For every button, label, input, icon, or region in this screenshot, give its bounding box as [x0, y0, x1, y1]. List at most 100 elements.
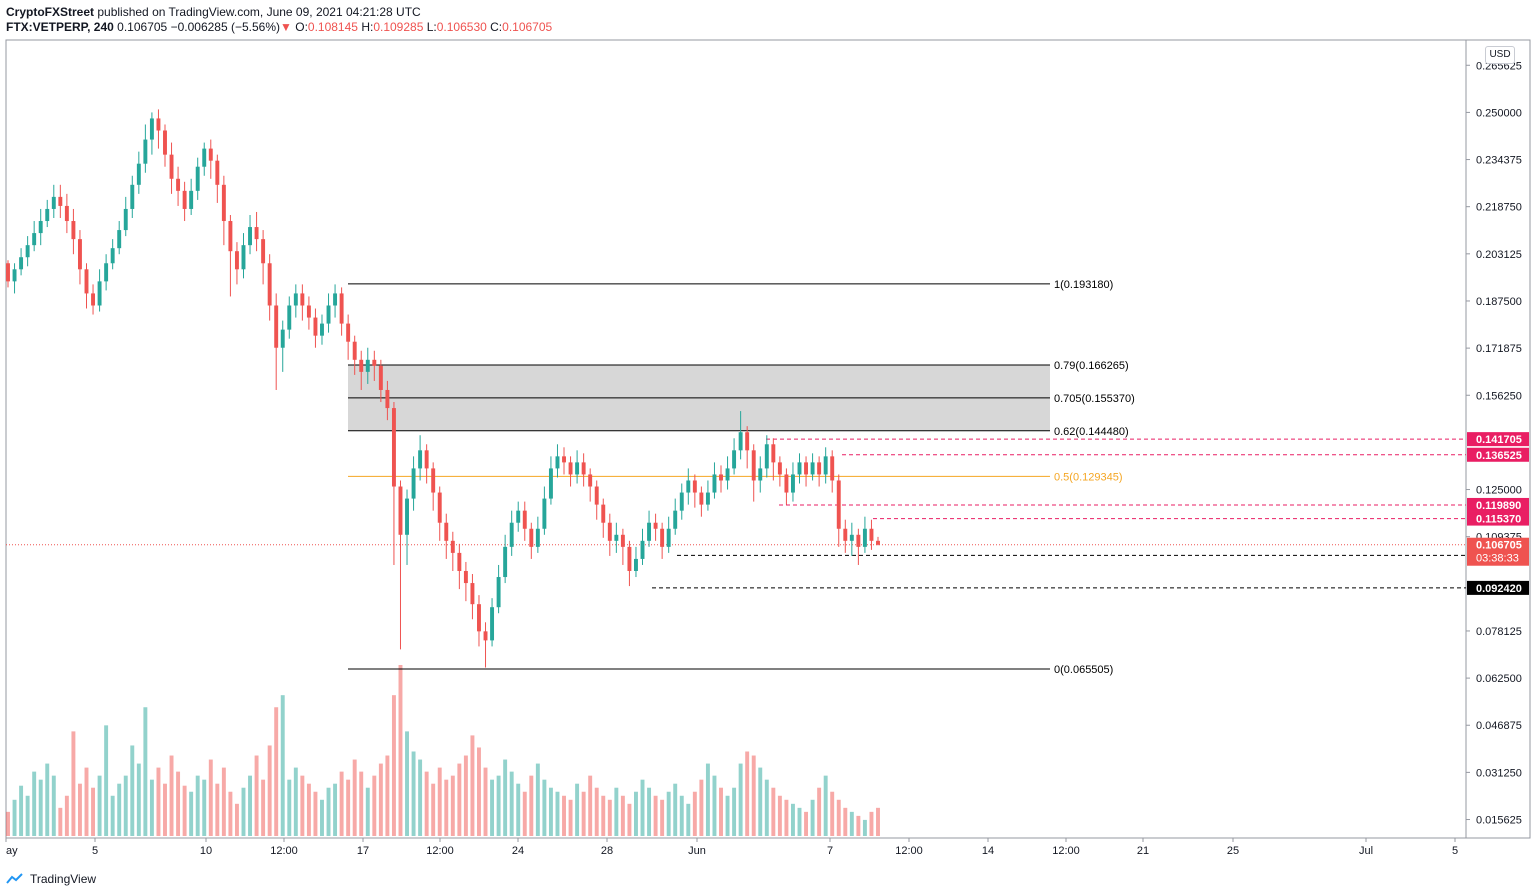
candle-body [477, 604, 481, 632]
candle-body [503, 546, 508, 578]
volume-bar [620, 795, 625, 836]
volume-bar [686, 803, 691, 836]
volume-bar [522, 791, 527, 836]
volume-bar [91, 787, 95, 836]
candle-body [509, 522, 514, 547]
volume-bar [601, 795, 606, 836]
candle-body [588, 474, 593, 487]
x-tick-label: 17 [357, 845, 369, 857]
y-tick-label: 0.031250 [1476, 767, 1522, 779]
publisher-name[interactable]: CryptoFXStreet [6, 5, 95, 19]
volume-bar [673, 783, 678, 836]
volume-bar [254, 755, 259, 836]
volume-bar [313, 791, 318, 836]
volume-bar [398, 665, 403, 836]
volume-bar [104, 725, 109, 836]
volume-bar [326, 787, 331, 836]
candle-body [542, 498, 547, 529]
volume-bar [38, 779, 43, 836]
candle-body [234, 251, 239, 270]
candle-body [97, 281, 102, 306]
volume-bar [45, 763, 50, 836]
fib-label: 0.5(0.129345) [1054, 471, 1123, 483]
volume-bar [699, 779, 704, 836]
candle-body [104, 263, 109, 282]
candle-body [221, 184, 226, 222]
down-arrow-icon: ▼ [280, 20, 292, 34]
volume-bar [418, 759, 423, 836]
volume-bar [300, 775, 305, 836]
candle-body [640, 540, 645, 559]
volume-bar [594, 787, 599, 836]
x-tick-label: 12:00 [426, 845, 454, 857]
candle-body [12, 269, 17, 282]
volume-bar [261, 779, 266, 836]
volume-bar [607, 799, 612, 836]
volume-bar [287, 779, 292, 836]
candle-body [136, 163, 141, 185]
tradingview-logo-icon [6, 873, 23, 884]
x-tick-label: 7 [827, 845, 833, 857]
y-tick-label: 0.250000 [1476, 107, 1522, 119]
volume-bar [182, 785, 187, 836]
volume-bar [143, 707, 148, 836]
volume-bar [719, 787, 723, 836]
candle-body [784, 474, 789, 493]
candle-body [391, 408, 396, 487]
candle-body [156, 118, 161, 131]
volume-bar [869, 811, 874, 836]
candle-body [6, 263, 10, 282]
x-tick-label: ay [6, 845, 18, 857]
candle-body [202, 148, 207, 167]
volume-bar [25, 795, 30, 836]
x-tick-label: 12:00 [1052, 845, 1080, 857]
symbol-interval[interactable]: FTX:VETPERP, 240 [6, 20, 114, 34]
candle-body [777, 462, 782, 475]
volume-bar [6, 811, 10, 836]
candle-body [359, 359, 364, 372]
currency-button[interactable]: USD [1485, 46, 1515, 64]
open-value: 0.108145 [307, 20, 358, 34]
resistance-label: 0.119890 [1476, 500, 1521, 512]
countdown-label: 03:38:33 [1476, 553, 1519, 565]
candle-body [248, 227, 252, 246]
candle-body [365, 359, 370, 372]
tradingview-footer: TradingView [6, 872, 96, 886]
volume-bar [764, 779, 769, 836]
y-tick-label: 0.171875 [1476, 343, 1522, 355]
candle-body [522, 510, 527, 529]
y-tick-label: 0.187500 [1476, 296, 1522, 308]
candle-body [457, 552, 462, 571]
support-label: 0.092420 [1476, 583, 1522, 595]
volume-bar [333, 783, 338, 836]
candle-body [117, 230, 122, 249]
volume-bar [712, 775, 717, 836]
candle-body [280, 329, 285, 348]
candle-body [607, 522, 612, 541]
volume-bar [391, 695, 396, 836]
candle-body [241, 245, 246, 270]
resistance-label: 0.115370 [1476, 514, 1521, 526]
volume-bar [836, 799, 841, 836]
low-label: L: [426, 20, 437, 34]
resistance-label-bg [1467, 432, 1529, 447]
candle-body [751, 450, 756, 481]
volume-bar [647, 787, 652, 836]
open-label: O: [295, 20, 308, 34]
volume-bar [123, 775, 128, 836]
volume-bar [666, 791, 671, 836]
candle-body [575, 462, 580, 475]
x-tick-label: 24 [512, 845, 524, 857]
candle-body [843, 528, 848, 541]
volume-bar [477, 747, 481, 836]
candle-body [836, 480, 841, 529]
y-tick-label: 0.046875 [1476, 720, 1522, 732]
candle-body [581, 462, 586, 475]
candle-body [869, 528, 874, 541]
candle-body [169, 154, 174, 179]
volume-bar [705, 763, 710, 836]
volume-bar [463, 755, 468, 836]
volume-bar [745, 751, 750, 836]
candle-body [725, 468, 730, 481]
